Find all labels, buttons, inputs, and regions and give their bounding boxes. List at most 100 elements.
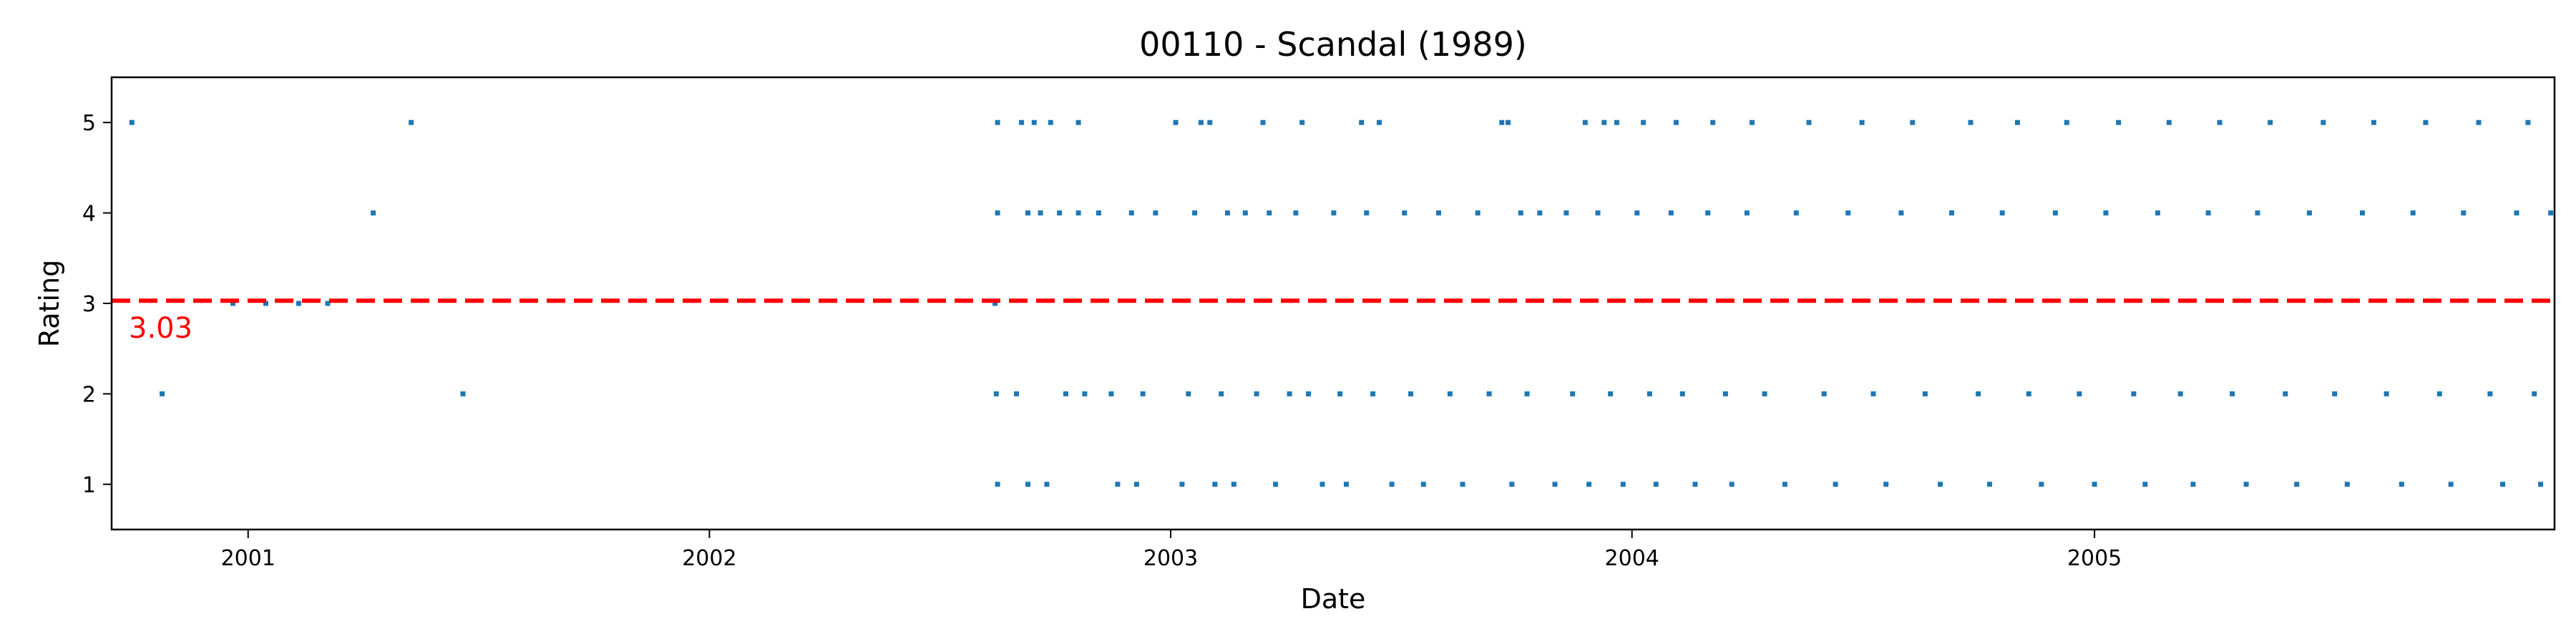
data-point — [1744, 210, 1750, 216]
data-point — [1402, 210, 1407, 216]
data-point — [1128, 210, 1134, 216]
data-point — [1344, 482, 1349, 487]
data-point — [1460, 482, 1465, 487]
data-point — [1705, 210, 1711, 216]
y-tick-label: 2 — [82, 382, 96, 407]
data-point — [296, 301, 301, 306]
y-tick-label: 5 — [82, 111, 96, 136]
data-point — [995, 119, 1000, 125]
data-point — [1634, 210, 1640, 216]
data-point — [1408, 391, 1414, 396]
data-point — [1096, 210, 1101, 216]
data-point — [1922, 391, 1928, 396]
y-tick-label: 4 — [82, 202, 96, 227]
data-point — [2294, 482, 2300, 487]
axis-ticks: 2001 2002 2003 2004 2005 1 2 3 4 5 — [82, 111, 2122, 571]
data-point — [1668, 210, 1674, 216]
data-point — [1653, 482, 1659, 487]
data-point — [2230, 391, 2235, 396]
data-point — [1364, 210, 1370, 216]
data-point — [371, 210, 376, 216]
data-point — [1436, 210, 1441, 216]
data-point — [2410, 210, 2416, 216]
data-point — [1133, 482, 1139, 487]
plot-area: 3.03 — [112, 119, 2555, 487]
data-point — [1499, 119, 1505, 125]
data-point — [2190, 482, 2196, 487]
data-point — [1608, 391, 1614, 396]
data-point — [1225, 210, 1230, 216]
data-point — [2064, 119, 2069, 125]
data-point — [409, 119, 414, 125]
data-point — [1254, 391, 1259, 396]
data-point — [2514, 210, 2519, 216]
data-point — [1910, 119, 1916, 125]
data-point — [1552, 482, 1558, 487]
data-point — [1219, 391, 1224, 396]
x-tick-label: 2003 — [1143, 546, 1198, 571]
data-point — [992, 301, 998, 306]
data-point — [2525, 119, 2531, 125]
data-point — [1192, 210, 1198, 216]
data-point — [2448, 482, 2454, 487]
data-point — [1306, 391, 1312, 396]
data-point — [460, 391, 466, 396]
x-axis-label: Date — [1301, 583, 1366, 615]
data-point — [1806, 119, 1812, 125]
data-point — [1987, 482, 1992, 487]
data-point — [1075, 119, 1081, 125]
data-point — [1883, 482, 1889, 487]
data-point — [1750, 119, 1755, 125]
data-point — [1212, 482, 1218, 487]
data-point — [1082, 391, 1088, 396]
data-point — [1620, 482, 1626, 487]
data-point — [2306, 210, 2312, 216]
data-point — [1179, 482, 1185, 487]
data-point — [1833, 482, 1838, 487]
data-point — [2131, 391, 2137, 396]
data-point — [2321, 119, 2326, 125]
data-point — [2384, 391, 2389, 396]
data-point — [1976, 391, 1981, 396]
data-point — [1646, 391, 1652, 396]
data-point — [2283, 391, 2288, 396]
data-point — [2538, 482, 2544, 487]
data-point — [1722, 391, 1728, 396]
data-point — [1063, 391, 1068, 396]
x-tick-label: 2002 — [682, 546, 736, 571]
data-point — [1075, 210, 1081, 216]
data-point — [2476, 119, 2482, 125]
data-point — [1968, 119, 1974, 125]
data-point — [1762, 391, 1767, 396]
data-point — [1048, 119, 1053, 125]
data-point — [1331, 210, 1337, 216]
data-point — [1486, 391, 1492, 396]
data-point — [1674, 119, 1679, 125]
data-point — [1031, 119, 1037, 125]
data-point — [1044, 482, 1050, 487]
data-point — [1359, 119, 1365, 125]
data-point — [1025, 210, 1030, 216]
data-point — [1260, 119, 1266, 125]
data-point — [1140, 391, 1146, 396]
data-point — [1601, 119, 1607, 125]
data-point — [1641, 119, 1646, 125]
data-point — [1198, 119, 1204, 125]
data-point — [2177, 391, 2183, 396]
data-point — [1019, 119, 1025, 125]
data-point — [1563, 210, 1569, 216]
data-point — [1475, 210, 1480, 216]
data-point — [1793, 210, 1799, 216]
data-point — [1319, 482, 1325, 487]
data-point — [1420, 482, 1426, 487]
data-point — [2014, 119, 2020, 125]
data-point — [995, 482, 1000, 487]
data-point — [1231, 482, 1236, 487]
data-point — [1025, 482, 1030, 487]
data-point — [1267, 210, 1272, 216]
data-point — [1377, 119, 1382, 125]
data-point — [993, 391, 999, 396]
mean-label: 3.03 — [129, 312, 192, 345]
data-point — [1207, 119, 1213, 125]
data-point — [1524, 391, 1530, 396]
